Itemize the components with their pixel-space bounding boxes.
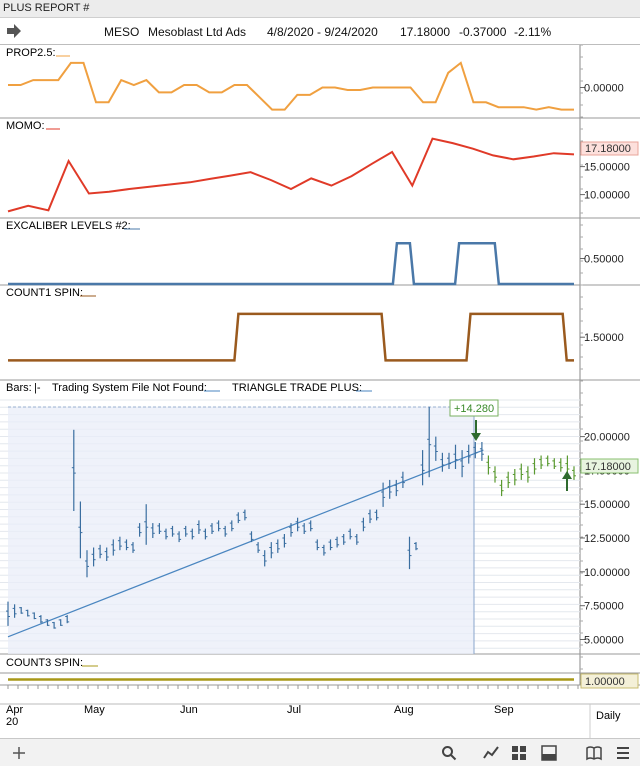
bars-panel-label: Bars: bbox=[6, 382, 32, 394]
grid-layout-icon[interactable] bbox=[510, 744, 528, 762]
bottom-toolbar bbox=[0, 738, 640, 766]
bars-tick-label: 10.00000 bbox=[584, 567, 630, 579]
x-label-jun: Jun bbox=[180, 704, 198, 716]
count1-spin-tick-label: 1.50000 bbox=[584, 332, 624, 344]
selection-range-highlight bbox=[8, 406, 475, 654]
excaliber-levels-2-tick-label: 0.50000 bbox=[584, 254, 624, 266]
momo-series-line bbox=[7, 137, 575, 213]
momo-tick-label: 10.00000 bbox=[584, 190, 630, 202]
bars-style-indicator: |- bbox=[34, 382, 41, 394]
price-value-tag: 17.18000 bbox=[580, 458, 639, 474]
trend-line bbox=[7, 449, 484, 638]
bars-tick-label: 7.50000 bbox=[584, 601, 624, 613]
bars-tick-label: 15.00000 bbox=[584, 499, 630, 511]
symbol-name: Mesoblast Ltd Ads bbox=[148, 25, 247, 39]
line-chart-icon[interactable] bbox=[482, 744, 500, 762]
panel-layout-icon[interactable] bbox=[540, 744, 558, 762]
count3-panel-label: COUNT3 SPIN: bbox=[6, 657, 83, 669]
gain-tag: +14.280 bbox=[449, 399, 499, 417]
bars-tick-label: 12.50000 bbox=[584, 533, 630, 545]
forward-arrow-icon[interactable] bbox=[5, 22, 23, 40]
momo-tick-label: 15.00000 bbox=[584, 162, 630, 174]
trading-system-label: Trading System File Not Found: bbox=[52, 382, 207, 394]
momo-value-tag: 17.18000 bbox=[580, 141, 639, 156]
excaliber-panel-label: EXCALIBER LEVELS #2: bbox=[6, 220, 131, 232]
bars-tick-label: 20.00000 bbox=[584, 432, 630, 444]
count3-value-text: 1.00000 bbox=[585, 676, 625, 688]
price-change: -0.37000 bbox=[459, 25, 507, 39]
search-icon[interactable] bbox=[440, 744, 458, 762]
x-label-may: May bbox=[84, 704, 105, 716]
prop-panel-label: PROP2.5: bbox=[6, 47, 56, 59]
price-change-percent: -2.11% bbox=[514, 25, 552, 39]
y-axis-ticks: 0.00000 15.00000 10.00000 0.50000 1.50000 20.… bbox=[7, 45, 630, 689]
price-value-text: 17.18000 bbox=[585, 461, 631, 473]
price-bars bbox=[6, 406, 576, 629]
window-title: PLUS REPORT # bbox=[3, 2, 90, 14]
buy-arrow-icon bbox=[562, 471, 572, 491]
date-range[interactable]: 4/8/2020 - 9/24/2020 bbox=[267, 25, 378, 39]
symbol-header: MESO Mesoblast Ltd Ads 4/8/2020 - 9/24/2… bbox=[0, 18, 640, 45]
momo-value-text: 17.18000 bbox=[585, 143, 631, 155]
x-label-year: 20 bbox=[6, 716, 18, 728]
x-label-sep: Sep bbox=[494, 704, 514, 716]
x-axis: Apr May Jun Jul Aug Sep 20 Daily bbox=[6, 704, 621, 728]
count1-spin-series-line bbox=[8, 312, 574, 362]
symbol-ticker[interactable]: MESO bbox=[104, 25, 140, 39]
sell-arrow-icon bbox=[471, 420, 481, 441]
book-icon[interactable] bbox=[585, 744, 603, 762]
x-label-jul: Jul bbox=[287, 704, 301, 716]
count3-value-tag: 1.00000 bbox=[580, 673, 639, 689]
window-titlebar: PLUS REPORT # bbox=[0, 0, 640, 18]
chart-area[interactable]: PROP2.5: MOMO: EXCALIBER LEVELS #2: COUN… bbox=[0, 45, 640, 738]
x-label-aug: Aug bbox=[394, 704, 414, 716]
momo-panel-label: MOMO: bbox=[6, 120, 45, 132]
period-selector[interactable]: Daily bbox=[596, 710, 621, 722]
triangle-trade-label: TRIANGLE TRADE PLUS: bbox=[232, 382, 362, 394]
count1-panel-label: COUNT1 SPIN: bbox=[6, 287, 83, 299]
series-layer bbox=[7, 61, 575, 681]
bars-tick-label: 5.00000 bbox=[584, 635, 624, 647]
x-label-apr: Apr bbox=[6, 704, 23, 716]
prop2-5-series-line bbox=[8, 61, 574, 111]
add-icon[interactable] bbox=[10, 744, 28, 762]
prop2-5-tick-label: 0.00000 bbox=[584, 83, 624, 95]
last-price: 17.18000 bbox=[400, 25, 451, 39]
gain-tag-text: +14.280 bbox=[454, 403, 494, 415]
list-icon[interactable] bbox=[614, 744, 632, 762]
excaliber-levels-2-series-line bbox=[8, 241, 574, 286]
